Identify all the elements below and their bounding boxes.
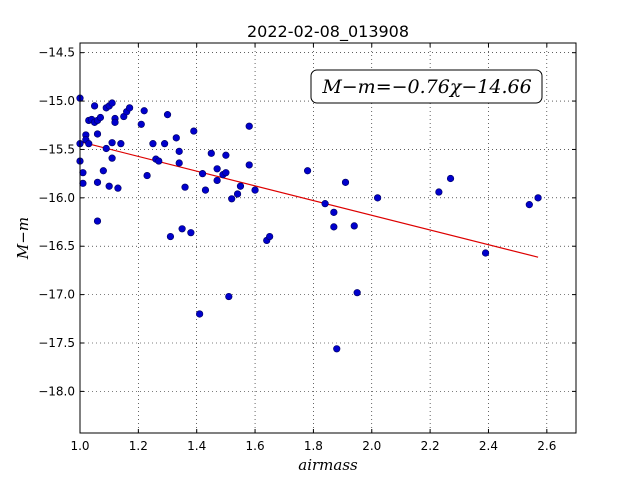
data-point bbox=[201, 186, 210, 194]
y-tick-label: −15.0 bbox=[38, 94, 75, 108]
data-point bbox=[102, 144, 110, 153]
data-point bbox=[143, 171, 151, 180]
y-tick-label: −15.5 bbox=[38, 142, 75, 156]
data-point bbox=[178, 225, 186, 233]
y-tick-label: −16.0 bbox=[38, 191, 75, 205]
y-axis-label: M−m bbox=[14, 217, 32, 260]
fit-annotation: M−m=−0.76χ−14.66 bbox=[310, 69, 543, 104]
x-tick-label: 2.6 bbox=[537, 439, 556, 453]
data-point bbox=[330, 223, 338, 231]
data-point bbox=[90, 102, 99, 110]
data-point bbox=[196, 310, 204, 318]
y-tick-label: −17.0 bbox=[38, 288, 75, 302]
data-point bbox=[333, 345, 341, 353]
y-tick-label: −18.0 bbox=[38, 384, 75, 398]
x-tick-labels: 1.0 1.2 1.4 1.6 1.8 2.0 2.2 2.4 2.6 bbox=[70, 439, 556, 453]
data-point bbox=[149, 140, 157, 148]
data-point bbox=[198, 170, 207, 178]
data-point bbox=[330, 208, 338, 216]
annotation-box bbox=[310, 69, 543, 104]
data-point bbox=[166, 232, 175, 241]
data-point bbox=[190, 127, 198, 135]
x-tick-label: 1.0 bbox=[70, 439, 89, 453]
data-point bbox=[96, 113, 105, 122]
data-point bbox=[126, 104, 134, 112]
data-point bbox=[222, 169, 230, 177]
data-point bbox=[245, 161, 253, 169]
data-point bbox=[374, 194, 382, 202]
data-point bbox=[233, 190, 242, 198]
data-point bbox=[245, 122, 253, 130]
data-points bbox=[76, 94, 542, 353]
data-point bbox=[99, 167, 107, 175]
y-tick-label: −17.5 bbox=[38, 336, 75, 350]
data-point bbox=[85, 140, 93, 148]
data-point bbox=[213, 176, 221, 185]
data-point bbox=[222, 151, 230, 159]
data-point bbox=[534, 194, 542, 202]
x-tick-label: 1.8 bbox=[304, 439, 323, 453]
data-point bbox=[251, 186, 259, 194]
data-point bbox=[79, 169, 87, 177]
data-point bbox=[175, 147, 183, 155]
data-point bbox=[93, 178, 102, 186]
data-point bbox=[105, 182, 113, 190]
x-axis-label: airmass bbox=[298, 456, 358, 474]
data-point bbox=[213, 165, 221, 173]
tick-marks bbox=[79, 43, 576, 433]
x-tick-label: 1.6 bbox=[246, 439, 265, 453]
chart-title: 2022-02-08_013908 bbox=[247, 22, 409, 42]
data-point bbox=[108, 99, 116, 107]
data-point bbox=[140, 107, 148, 115]
data-point bbox=[525, 201, 533, 209]
data-point bbox=[353, 289, 361, 297]
x-tick-label: 1.2 bbox=[129, 439, 148, 453]
grid bbox=[79, 43, 576, 433]
data-point bbox=[114, 184, 122, 192]
data-point bbox=[108, 154, 116, 162]
data-point bbox=[155, 157, 163, 165]
y-tick-labels: −14.5 −15.0 −15.5 −16.0 −16.5 −17.0 −17.5 −18.0 bbox=[38, 46, 75, 399]
data-point bbox=[93, 130, 102, 138]
data-point bbox=[108, 139, 116, 147]
data-point bbox=[341, 178, 350, 186]
data-point bbox=[225, 292, 233, 301]
annotation-text: M−m=−0.76χ−14.66 bbox=[321, 76, 531, 98]
data-point bbox=[117, 140, 125, 148]
y-tick-label: −16.5 bbox=[38, 239, 75, 253]
data-point bbox=[236, 182, 245, 190]
data-point bbox=[137, 120, 145, 128]
data-point bbox=[175, 159, 183, 167]
x-tick-label: 2.0 bbox=[362, 439, 381, 453]
data-point bbox=[161, 140, 169, 148]
x-tick-label: 2.4 bbox=[479, 439, 498, 453]
data-point bbox=[321, 200, 329, 208]
data-point bbox=[303, 167, 312, 175]
data-point bbox=[435, 188, 443, 196]
x-tick-label: 2.2 bbox=[421, 439, 440, 453]
data-point bbox=[181, 183, 189, 191]
data-point bbox=[481, 249, 490, 257]
data-point bbox=[350, 222, 358, 230]
data-point bbox=[446, 174, 455, 183]
data-point bbox=[163, 111, 172, 119]
data-point bbox=[79, 179, 87, 187]
data-point bbox=[207, 149, 215, 157]
data-point bbox=[266, 232, 274, 241]
data-point bbox=[172, 134, 180, 142]
data-point bbox=[228, 195, 236, 203]
data-point bbox=[93, 217, 102, 225]
data-point bbox=[187, 229, 195, 237]
data-point bbox=[111, 118, 119, 126]
plot-frame bbox=[79, 42, 577, 434]
y-tick-label: −14.5 bbox=[38, 46, 75, 60]
x-tick-label: 1.4 bbox=[187, 439, 206, 453]
